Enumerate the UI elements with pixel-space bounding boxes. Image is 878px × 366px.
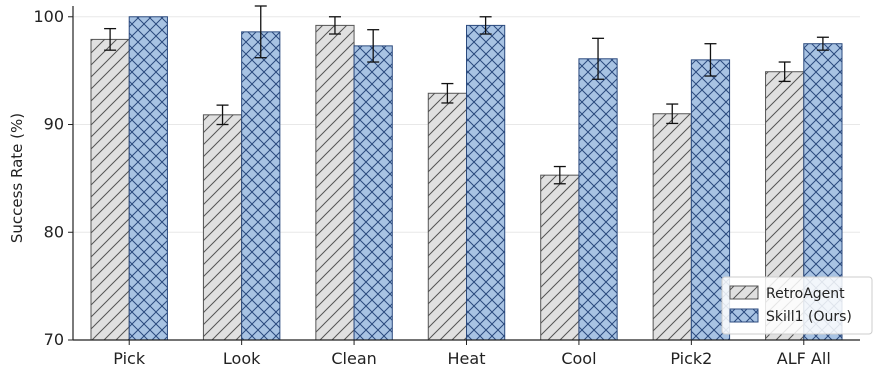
axes: 70 80 90 100 Pick Look Clean Heat Cool Pick2 ALF A… [33, 6, 860, 366]
error-bars [104, 5, 829, 185]
bar-retroagent-clean [315, 24, 355, 341]
bar-retroagent-cool [540, 174, 580, 341]
bar-skill1-cool [578, 58, 618, 341]
legend-label: RetroAgent [766, 286, 845, 302]
y-tick-label: 100 [33, 7, 64, 26]
error-bar [666, 103, 679, 125]
x-tick-label: ALF All [777, 349, 831, 366]
legend-swatch [729, 285, 759, 300]
error-bar [704, 43, 717, 77]
y-tick-label: 90 [44, 115, 64, 134]
x-tick-label: Heat [448, 349, 486, 366]
x-tick-label: Pick [113, 349, 146, 366]
legend-label: Skill1 (Ours) [766, 309, 852, 325]
error-bar [216, 104, 229, 126]
error-bar [816, 36, 829, 51]
x-tick-label: Pick2 [670, 349, 712, 366]
y-tick-label: 70 [44, 330, 64, 349]
bar-skill1-heat [466, 24, 506, 341]
error-bar [592, 37, 605, 80]
error-bar [104, 27, 117, 51]
error-bar [328, 16, 341, 35]
legend: RetroAgent Skill1 (Ours) [721, 276, 873, 335]
y-tick-label: 80 [44, 222, 64, 241]
bar-retroagent-heat [427, 92, 468, 341]
x-tick-label: Clean [331, 349, 376, 366]
error-bar [441, 82, 454, 104]
legend-swatch [729, 308, 759, 323]
bar-retroagent-look [202, 114, 243, 341]
error-bar [553, 165, 566, 185]
bar-skill1-clean [353, 45, 393, 341]
x-tick-label: Cool [561, 349, 596, 366]
error-bar [778, 61, 791, 83]
bar-retroagent-pick [90, 38, 130, 341]
bar-retroagent-pick2 [652, 113, 692, 341]
error-bar [479, 16, 492, 35]
bar-skill1-pick [128, 16, 168, 341]
y-axis-title: Success Rate (%) [8, 113, 26, 243]
error-bar [367, 29, 380, 63]
bar-skill1-look [241, 31, 281, 341]
x-tick-label: Look [223, 349, 261, 366]
error-bar [254, 5, 267, 59]
legend-box [721, 276, 873, 335]
